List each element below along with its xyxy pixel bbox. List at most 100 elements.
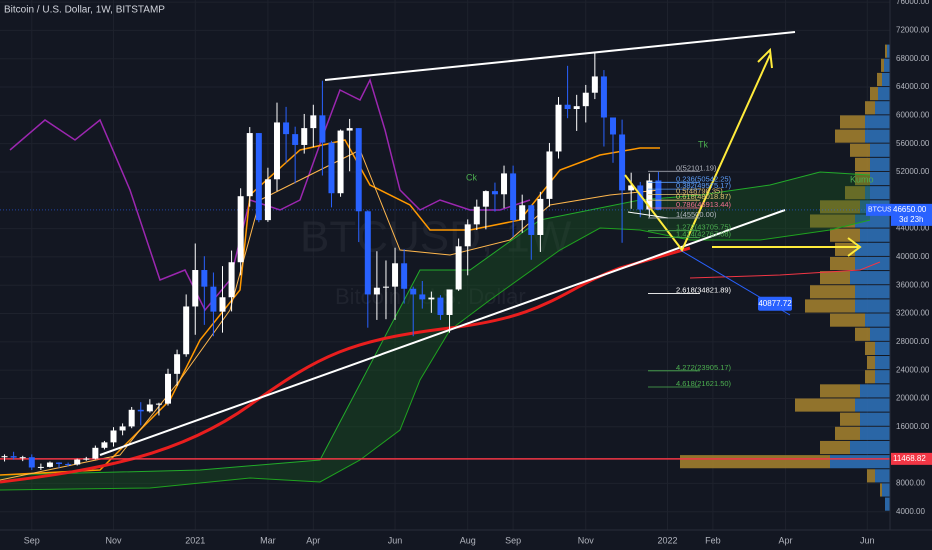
profile-up [875,370,890,384]
y-tick-label: 64000.00 [896,82,930,91]
profile-down [855,157,870,171]
last-price-label: 46650.00 [893,205,927,214]
profile-up [855,242,890,256]
y-tick-label: 28000.00 [896,337,930,346]
candle-body [28,457,35,468]
marker-tag [758,296,792,311]
profile-down [850,143,870,157]
span-red [689,261,881,279]
candle-body [546,151,553,199]
profile-down [680,455,830,469]
candle-body [219,297,226,312]
axis-labels: 4000.00 8000.00 16000.00 20000.00 24000.00 28… [24,0,932,545]
candle-body [573,106,580,109]
x-tick-label: Feb [705,535,721,545]
profile-up [875,341,890,356]
profile-down [881,58,884,72]
profile-down [870,87,878,101]
profile-down [865,370,875,384]
candle-body [283,122,290,135]
candle-body [1,456,8,458]
profile-up [850,271,890,285]
candle-body [582,92,589,107]
profile-up [875,101,890,115]
price-axis [890,0,932,530]
candle-body [628,185,635,191]
fib-label: 2.618(34821.89) [676,286,732,295]
symbol-tag [866,203,892,216]
candle-body [174,354,181,374]
volume-profile [680,44,890,511]
fib-label: 1.272(43705.75) [676,223,732,232]
candle-body [310,115,317,129]
candle-body [119,426,126,431]
x-tick-label: Mar [260,535,276,545]
candle-body [555,104,562,152]
candle-body [328,142,335,194]
profile-up [878,87,890,101]
profile-up [870,143,890,157]
profile-up [882,72,890,87]
profile-down [820,440,850,455]
profile-up [875,356,890,370]
candle-body [65,463,72,465]
candle-body [155,403,162,405]
profile-down [805,299,855,313]
x-tick-label: Aug [460,535,476,545]
profile-up [855,256,890,271]
candle-body [137,409,144,412]
y-tick-label: 56000.00 [896,139,930,148]
projection-arrow [624,54,771,252]
span-b [0,219,871,491]
profile-up [865,129,890,143]
candle-body [364,211,371,295]
candle-body [491,191,498,195]
fib-label: 0.5(48798.35) [676,187,723,196]
profile-up [885,497,890,511]
x-tick-label: 2021 [185,535,205,545]
marker-label: 40877.72 [758,299,792,308]
profile-down [820,271,850,285]
candle-body [373,287,380,295]
candle-body [455,246,462,290]
candle-body [101,442,108,448]
profile-down [810,214,855,228]
x-tick-label: 2022 [657,535,677,545]
y-tick-label: 16000.00 [896,422,930,431]
arrow-head [757,47,773,69]
candle-body [10,456,17,458]
candle-body [201,270,208,287]
profile-up [865,313,890,327]
y-tick-label: 76000.00 [896,0,930,6]
profile-down [830,256,855,271]
candle-body [537,198,544,235]
profile-down [855,171,870,186]
span-a [0,171,871,476]
candle-body [246,133,253,197]
profile-down [880,483,882,497]
y-tick-label: 20000.00 [896,394,930,403]
x-tick-label: Apr [779,535,793,545]
candle-body [519,205,526,221]
candle-body [464,224,471,247]
candle-body [264,179,271,221]
candle-body [619,134,626,191]
candle-body [610,117,617,135]
y-tick-label: 32000.00 [896,309,930,318]
candle-body [183,306,190,355]
profile-up [860,228,890,242]
candle-body [600,76,607,118]
symbol-tag-label: BTCUSD [868,207,897,214]
candle-body [146,404,153,412]
candle-body [92,447,99,459]
moving-average [0,246,691,484]
candle-body [319,115,326,143]
price-tag [891,452,932,465]
candle-body [292,134,299,145]
last-price-tag [891,203,932,226]
profile-up [850,440,890,455]
profile-up [860,412,890,426]
candle-body [482,191,489,207]
candle-body [564,104,571,109]
fib-label: 0.786(46913.44) [676,200,732,209]
